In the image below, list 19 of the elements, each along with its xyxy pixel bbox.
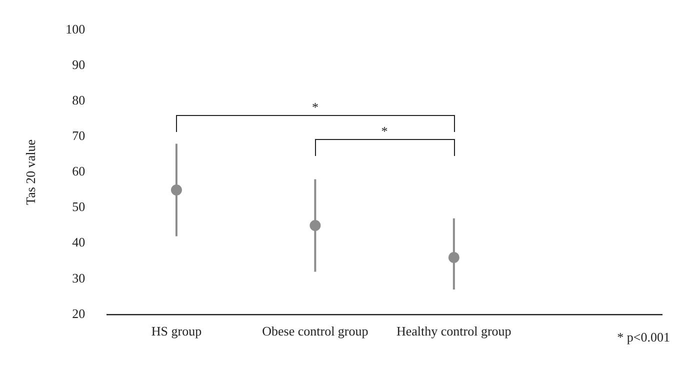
y-tick-label: 50	[72, 199, 86, 214]
y-tick-label: 20	[72, 306, 86, 321]
y-tick-label: 100	[66, 21, 86, 36]
annotation: *	[381, 124, 388, 139]
point	[310, 220, 321, 232]
x-tick-label: Obese control group	[262, 324, 368, 339]
y-tick-label: 40	[72, 234, 86, 250]
x-tick-label: Healthy control group	[396, 324, 512, 339]
y-tick-label: 30	[72, 270, 86, 286]
y-tick-label: 60	[72, 164, 86, 179]
x-tick-label: HS group	[151, 324, 202, 339]
point	[448, 252, 460, 264]
y-tick-label: 70	[72, 128, 86, 144]
point	[170, 184, 182, 196]
y-tick-label: 80	[72, 92, 86, 108]
y-axis-title: Tas 20 value	[23, 139, 38, 205]
annotation: *	[312, 100, 318, 115]
text: * p<0.001	[617, 329, 670, 344]
y-tick-label: 90	[72, 56, 86, 72]
